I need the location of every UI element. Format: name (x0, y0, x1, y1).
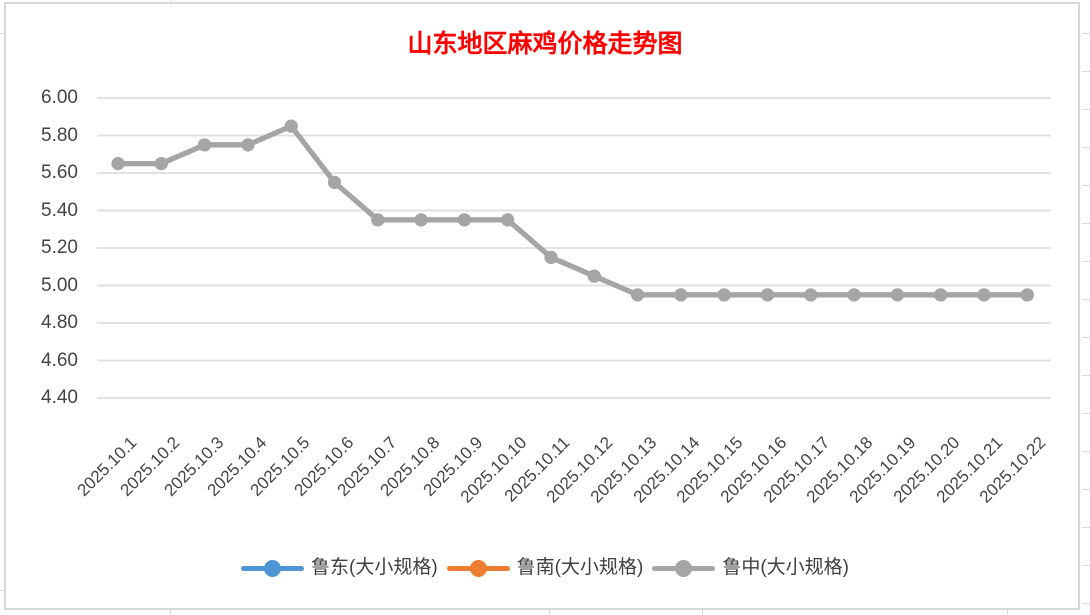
sheet-cell-line (1082, 375, 1090, 376)
legend-line-marker-icon (446, 559, 510, 577)
y-tick-label: 4.40 (41, 387, 78, 408)
sheet-cell-line (1082, 185, 1090, 186)
y-tick-label: 6.00 (41, 87, 78, 108)
sheet-cell-line (1082, 223, 1090, 224)
y-tick-label: 5.20 (41, 237, 78, 258)
legend-line-marker-icon (652, 559, 716, 577)
sheet-cell-line (1082, 299, 1090, 300)
y-tick-label: 5.60 (41, 162, 78, 183)
y-tick-label: 5.80 (41, 124, 78, 146)
y-tick-label: 4.80 (41, 312, 78, 333)
sheet-cell-line (1082, 109, 1090, 110)
chart-object[interactable] (4, 2, 1080, 610)
legend-label: 鲁中(大小规格) (722, 557, 849, 578)
sheet-cell-line (1082, 603, 1090, 604)
legend-label: 鲁东(大小规格) (311, 557, 438, 578)
legend-item-2[interactable]: 鲁中(大小规格) (652, 555, 849, 581)
sheet-cell-line (1082, 565, 1090, 566)
sheet-cell-line (0, 590, 4, 591)
sheet-cell-line (549, 610, 550, 615)
sheet-cell-line (1082, 337, 1090, 338)
sheet-cell-line (1082, 451, 1090, 452)
legend-item-0[interactable]: 鲁东(大小规格) (241, 555, 438, 581)
legend-line-marker-icon (241, 559, 305, 577)
sheet-cell-line (702, 610, 703, 615)
legend-item-1[interactable]: 鲁南(大小规格) (446, 555, 644, 581)
legend-dot (469, 559, 487, 577)
sheet-cell-line (1082, 413, 1090, 414)
chart-title: 山东地区麻鸡价格走势图 (407, 31, 683, 58)
sheet-cell-line (170, 610, 171, 615)
legend-label: 鲁南(大小规格) (516, 557, 644, 578)
sheet-cell-line (1082, 261, 1090, 262)
sheet-cell-line (1082, 71, 1090, 72)
y-tick-label: 5.00 (41, 274, 78, 296)
sheet-cell-line (1082, 147, 1090, 148)
chart-legend: 鲁东(大小规格) 鲁南(大小规格) 鲁中(大小规格) (0, 553, 1090, 583)
sheet-cell-line (0, 33, 4, 34)
legend-dot (264, 559, 282, 577)
sheet-cell-line (170, 0, 171, 3)
y-tick-label: 5.40 (41, 199, 78, 221)
sheet-cell-line (1082, 33, 1090, 34)
sheet-cell-line (1082, 527, 1090, 528)
y-tick-label: 4.60 (41, 349, 78, 371)
sheet-cell-line (1082, 489, 1090, 490)
legend-dot (675, 559, 693, 577)
sheet-cell-line (1007, 610, 1008, 615)
